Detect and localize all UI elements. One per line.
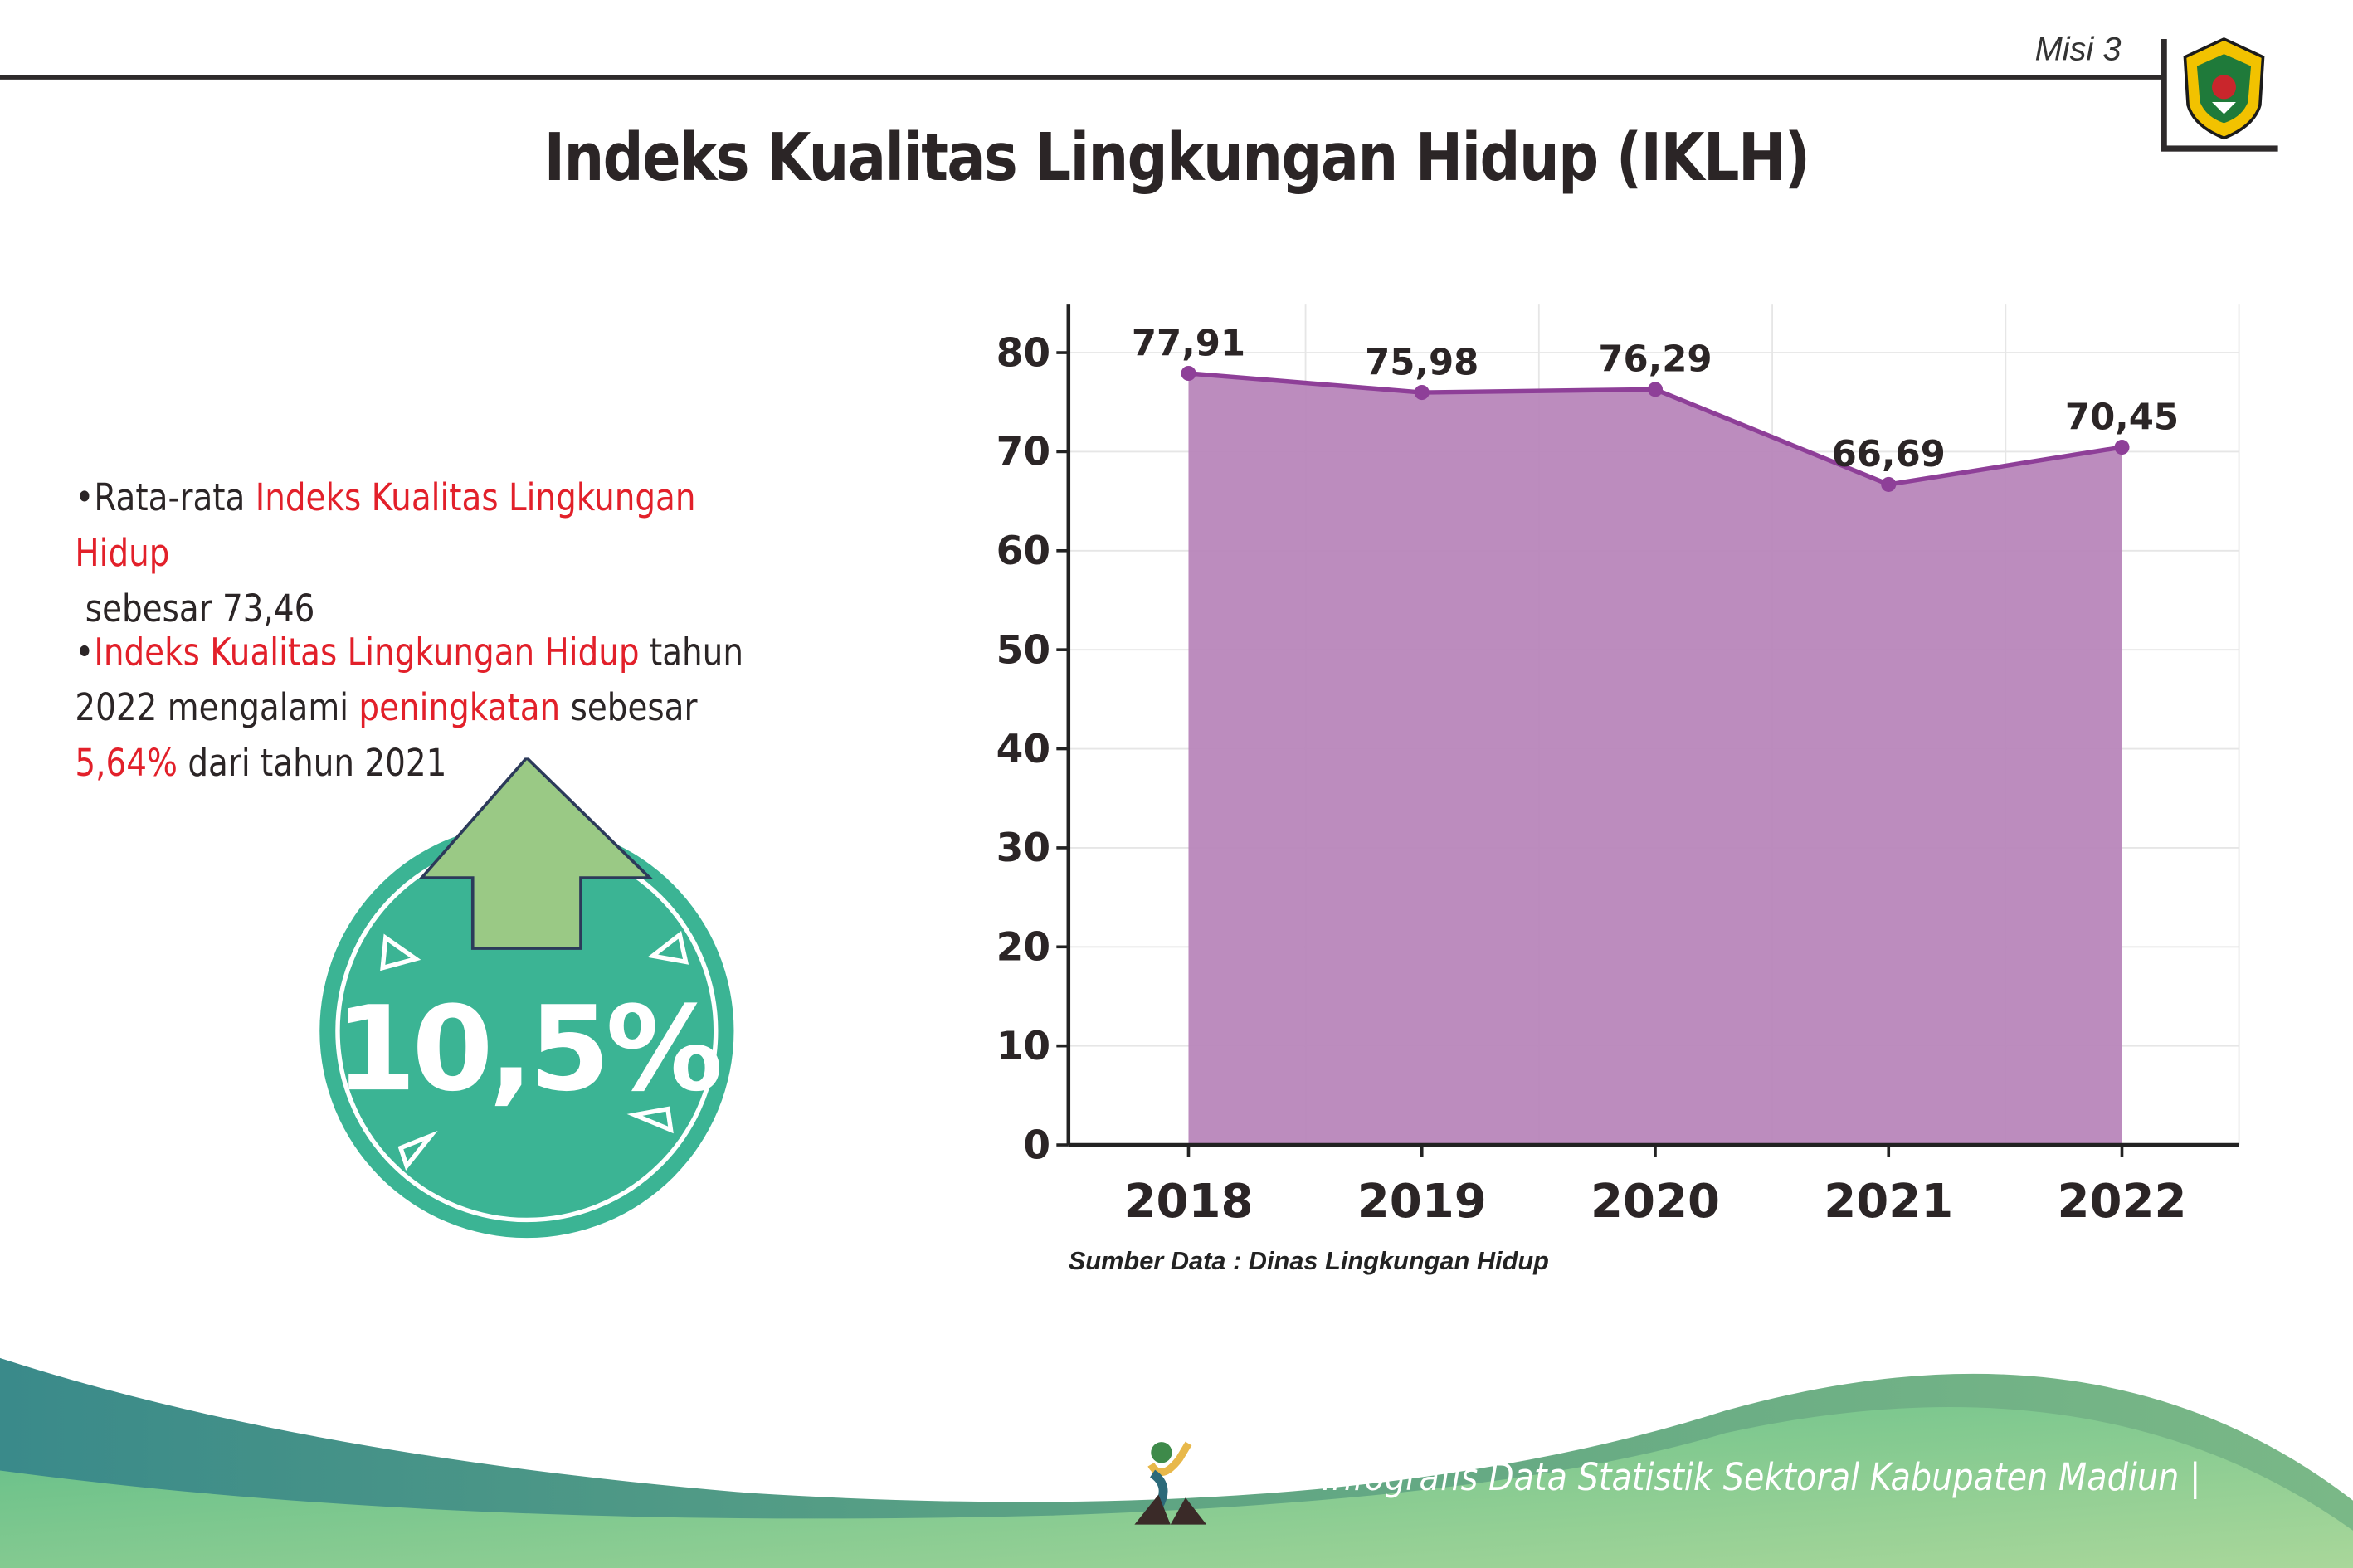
kabupaten-madiun-emblem-icon [2183, 37, 2265, 140]
area-fill [1188, 373, 2122, 1146]
y-tick-label: 40 [996, 727, 1050, 772]
data-label: 66,69 [1832, 434, 1946, 475]
y-tick-label: 0 [1023, 1122, 1050, 1168]
bullet-average: •Rata-rata Indeks Kualitas Lingkungan Hi… [75, 475, 696, 631]
y-tick-label: 60 [996, 528, 1050, 574]
data-point [1881, 476, 1897, 492]
y-tick-label: 80 [996, 330, 1050, 376]
x-tick-label: 2018 [1123, 1175, 1253, 1229]
y-tick-label: 50 [996, 627, 1050, 673]
bullet-text: sebesar [560, 685, 698, 730]
badge-value: 10,5% [334, 982, 723, 1118]
footer-logo-icon [1134, 1441, 1207, 1525]
y-tick-label: 20 [996, 925, 1050, 971]
x-tick-label: 2020 [1591, 1175, 1720, 1229]
data-point [2114, 440, 2130, 455]
data-source: Sumber Data : Dinas Lingkungan Hidup [1068, 1247, 1549, 1276]
data-label: 76,29 [1598, 339, 1712, 381]
data-label: 70,45 [2065, 397, 2179, 438]
footer-wave [0, 1357, 2353, 1568]
header-divider [0, 75, 2165, 80]
y-tick-label: 30 [996, 825, 1050, 871]
bullet-highlight: Indeks Kualitas Lingkungan Hidup [94, 630, 640, 674]
x-tick-label: 2022 [2058, 1175, 2187, 1229]
x-tick-label: 2021 [1824, 1175, 1953, 1229]
corner-bracket [2161, 39, 2167, 150]
bullet-text: sebesar 73,46 [85, 587, 315, 631]
y-tick-label: 10 [996, 1024, 1050, 1069]
data-label: 77,91 [1132, 323, 1245, 364]
data-point [1181, 365, 1196, 382]
y-tick-label: 70 [996, 430, 1050, 475]
iklh-area-chart: 0 10 20 30 40 50 60 70 80 77,91 2018 75,98 2019 76,29… [996, 304, 2240, 1229]
bullet-highlight: peningkatan [358, 685, 561, 730]
mission-label: Misi 3 [2034, 30, 2122, 68]
data-point [1414, 384, 1430, 401]
data-point [1647, 382, 1664, 397]
arrow-up-icon [418, 757, 654, 950]
x-tick-label: 2019 [1357, 1175, 1487, 1229]
corner-bracket-bottom [2161, 145, 2278, 152]
bullet-highlight: 5,64% [75, 741, 178, 785]
increase-badge [319, 757, 734, 1239]
bullet-text: dari tahun 2021 [177, 741, 447, 785]
bullet-highlight: Indeks Kualitas Lingkungan Hidup [75, 475, 696, 575]
data-label: 75,98 [1365, 342, 1479, 383]
page-title: Indeks Kualitas Lingkungan Hidup (IKLH) [543, 119, 1810, 197]
bullet-increase: •Indeks Kualitas Lingkungan Hidup tahun … [75, 630, 743, 785]
footer-tagline: Media Infografis Data Statistik Sektoral… [1212, 1455, 2201, 1499]
badge-circle [319, 823, 734, 1239]
bullet-text: Rata-rata [94, 475, 256, 519]
bullet-text: tahun 2022 mengalami [75, 630, 743, 730]
